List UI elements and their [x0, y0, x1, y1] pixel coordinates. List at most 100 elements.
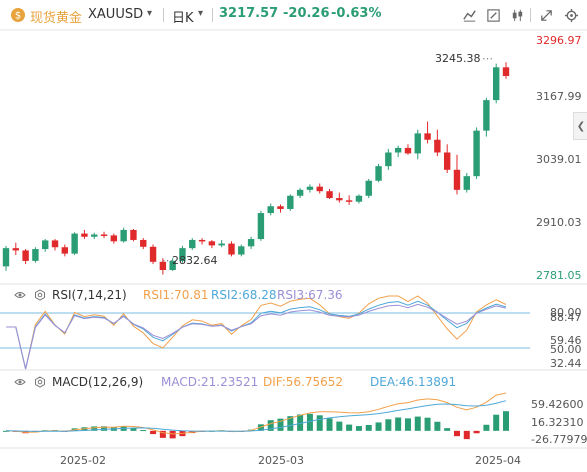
symbol-dropdown-icon[interactable]: ▾	[147, 8, 153, 19]
macd-histogram-bar	[414, 416, 421, 431]
candle-body[interactable]	[394, 147, 402, 153]
collapse-panel-handle[interactable]: ❮	[573, 112, 587, 140]
candle-body[interactable]	[32, 249, 39, 261]
period-dropdown-icon[interactable]: ▾	[198, 8, 204, 19]
symbol-code[interactable]: XAUUSD	[88, 7, 144, 22]
candle-body[interactable]	[414, 133, 421, 154]
candle-body[interactable]	[51, 240, 59, 248]
macd-axis-label: -26.77979	[531, 433, 587, 446]
macd-histogram-bar	[346, 424, 353, 431]
settings-icon	[564, 8, 578, 22]
candle-body[interactable]	[179, 248, 186, 261]
candle-body[interactable]	[355, 195, 363, 202]
candle-series	[2, 62, 510, 275]
candle-body[interactable]	[120, 229, 127, 242]
candle-body[interactable]	[247, 239, 255, 247]
time-axis-label: 2025-03	[258, 454, 304, 467]
candle-body[interactable]	[326, 191, 333, 199]
macd-histogram-bar	[424, 417, 431, 431]
candle-body[interactable]	[453, 169, 461, 190]
candle-body[interactable]	[198, 239, 206, 242]
macd-histogram-bar	[326, 418, 333, 431]
candle-body[interactable]	[169, 260, 176, 271]
candle-body[interactable]	[189, 239, 196, 249]
macd-histogram-bar	[140, 430, 147, 432]
candle-body[interactable]	[434, 139, 441, 153]
macd-histogram-bar	[365, 424, 372, 431]
candle-body[interactable]	[424, 133, 431, 140]
candle-body[interactable]	[218, 243, 225, 246]
candle-body[interactable]	[473, 130, 480, 177]
candle-body[interactable]	[149, 246, 157, 262]
candle-body[interactable]	[130, 229, 137, 240]
period-selector[interactable]: 日K	[172, 11, 194, 26]
candle-body[interactable]	[287, 195, 294, 209]
macd-histogram-bar	[3, 430, 9, 432]
candle-body[interactable]	[492, 67, 500, 101]
candle-body[interactable]	[238, 246, 245, 255]
candle-body[interactable]	[140, 239, 147, 247]
candle-type-button[interactable]	[507, 6, 527, 24]
price-axis-label: 2781.05	[536, 269, 582, 282]
candle-body[interactable]	[404, 147, 412, 154]
visibility-toggle-icon[interactable]	[14, 376, 26, 388]
macd-histogram-bar	[169, 430, 176, 439]
candle-body[interactable]	[365, 180, 372, 196]
macd-histogram-bar	[306, 413, 313, 431]
candle-body[interactable]	[61, 247, 69, 254]
candle-body[interactable]	[483, 100, 490, 131]
rsi1-value: RSI1:70.81	[143, 288, 209, 302]
candle-body[interactable]	[345, 200, 353, 202]
macd-value: MACD:21.23521	[161, 375, 259, 389]
candle-body[interactable]	[502, 67, 510, 76]
candle-body[interactable]	[208, 241, 216, 246]
rsi3-value: RSI3:67.36	[277, 288, 343, 302]
settings-button[interactable]	[561, 6, 581, 24]
candle-body[interactable]	[22, 250, 29, 261]
rsi2-value: RSI2:68.28	[211, 288, 277, 302]
candle-body[interactable]	[463, 176, 470, 190]
draw-tool-button[interactable]	[483, 6, 503, 24]
candle-body[interactable]	[100, 234, 108, 236]
candle-body[interactable]	[91, 234, 98, 237]
macd-title[interactable]: MACD(12,26,9)	[52, 375, 144, 389]
candle-body[interactable]	[306, 186, 314, 190]
candle-body[interactable]	[257, 213, 265, 240]
candle-body[interactable]	[267, 206, 274, 214]
price-change-percent: -0.63%	[331, 6, 382, 21]
indicator-settings-icon[interactable]	[34, 289, 46, 301]
symbol-name[interactable]: 现货黄金	[30, 11, 83, 26]
fullscreen-button[interactable]	[536, 6, 556, 24]
macd-histogram-bar	[473, 430, 480, 434]
candle-body[interactable]	[296, 189, 304, 196]
line-draw-button[interactable]	[459, 6, 479, 24]
rsi-axis-label: 88.47	[550, 311, 582, 324]
rsi-title[interactable]: RSI(7,14,21)	[52, 288, 127, 302]
candle-body[interactable]	[443, 152, 451, 170]
macd-histogram-bar	[395, 417, 402, 431]
candle-body[interactable]	[12, 248, 20, 251]
visibility-toggle-icon[interactable]	[14, 289, 26, 301]
candle-body[interactable]	[110, 235, 118, 242]
candle-body[interactable]	[42, 240, 49, 250]
price-axis-label: 3039.01	[536, 153, 582, 166]
candle-body[interactable]	[277, 206, 284, 209]
candle-body[interactable]	[375, 166, 382, 181]
candle-body[interactable]	[71, 233, 78, 254]
candle-body[interactable]	[385, 152, 392, 167]
candle-body[interactable]	[316, 186, 323, 192]
gold-coin-icon: $	[11, 8, 25, 22]
candle-body[interactable]	[336, 198, 343, 201]
macd-histogram-bar	[336, 421, 343, 431]
macd-histogram-bar	[404, 418, 411, 431]
candle-body[interactable]	[2, 248, 10, 267]
macd-histogram-bar	[91, 426, 98, 431]
candle-body[interactable]	[159, 261, 167, 271]
macd-histogram-bar	[130, 427, 137, 431]
macd-histogram-bar	[101, 426, 108, 431]
candle-body[interactable]	[228, 243, 235, 255]
indicator-settings-icon[interactable]	[34, 376, 46, 388]
price-axis-label: 2910.03	[536, 216, 582, 229]
candle-body[interactable]	[81, 233, 88, 237]
